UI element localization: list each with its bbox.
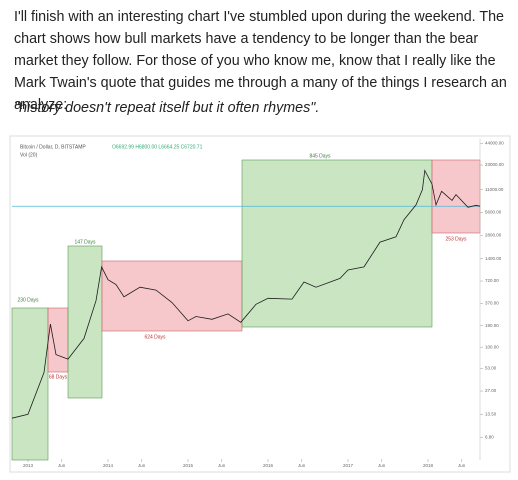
x-tick-label: 2014 <box>103 463 114 468</box>
x-tick-label: Jun <box>458 463 466 468</box>
y-tick-label: 720.00 <box>485 278 499 283</box>
y-tick-label: 27.00 <box>485 388 497 393</box>
x-tick-label: Jun <box>58 463 66 468</box>
y-tick-label: 13.50 <box>485 411 497 416</box>
range-label: 147 Days <box>74 239 96 245</box>
range-label: 253 Days <box>445 236 467 242</box>
y-tick-label: 6.80 <box>485 434 494 439</box>
range-box <box>431 159 481 234</box>
y-tick-label: 370.00 <box>485 301 499 306</box>
x-tick-label: Jun <box>138 463 146 468</box>
volume-label: Vol (20) <box>20 152 38 158</box>
x-tick-label: Jun <box>378 463 386 468</box>
range-box <box>241 159 433 328</box>
quote: "history doesn't repeat itself but it of… <box>14 100 320 116</box>
paragraph: I'll finish with an interesting chart I'… <box>14 9 507 113</box>
x-tick-label: 2018 <box>423 463 434 468</box>
y-tick-label: 100.00 <box>485 344 499 349</box>
x-tick-label: Jun <box>218 463 226 468</box>
range-label: 68 Days <box>49 374 68 380</box>
range-box <box>67 245 103 399</box>
y-tick-label: 23000.00 <box>485 162 504 167</box>
y-tick-label: 44000.00 <box>485 140 504 145</box>
y-tick-label: 53.00 <box>485 366 497 371</box>
range-box <box>47 307 69 373</box>
x-tick-label: 2016 <box>263 463 274 468</box>
y-tick-label: 1400.00 <box>485 256 502 261</box>
y-tick-label: 5600.00 <box>485 210 502 215</box>
legend-title: Bitcoin / Dollar, D, BITSTAMP <box>20 144 86 150</box>
y-tick-label: 190.00 <box>485 323 499 328</box>
range-label: 845 Days <box>309 153 331 159</box>
x-tick-label: 2017 <box>343 463 354 468</box>
range-label: 230 Days <box>17 297 39 303</box>
range-box <box>11 307 49 461</box>
range-label: 624 Days <box>144 334 166 340</box>
price-series <box>11 169 481 419</box>
y-tick-label: 11000.00 <box>485 187 504 192</box>
x-tick-label: 2015 <box>183 463 194 468</box>
legend-ohlc: O6692.99 H6800.00 L6664.25 C6720.71 <box>112 144 203 150</box>
x-tick-label: 2013 <box>23 463 34 468</box>
range-box <box>101 260 243 332</box>
x-tick-label: Jun <box>298 463 306 468</box>
y-tick-label: 2800.00 <box>485 233 502 238</box>
